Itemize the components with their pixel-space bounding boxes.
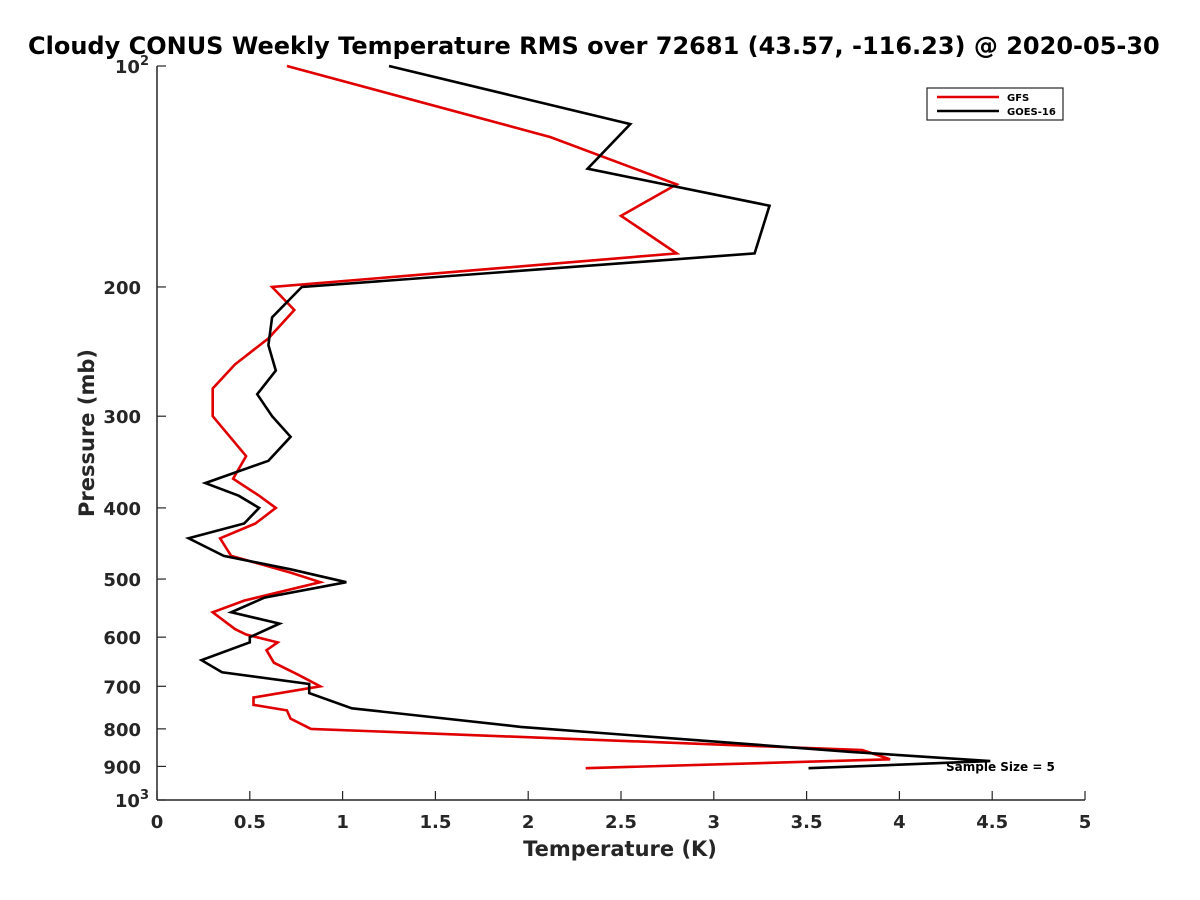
legend: GFS GOES-16 bbox=[926, 87, 1064, 121]
y-tick-base: 10 bbox=[115, 791, 140, 812]
y-tick-label: 500 bbox=[103, 570, 141, 591]
series-line-gfs bbox=[210, 64, 891, 770]
x-tick-label: 1.5 bbox=[419, 812, 451, 833]
legend-box bbox=[926, 87, 1064, 121]
x-tick-label: 4 bbox=[893, 812, 906, 833]
y-tick-exponent: 2 bbox=[140, 54, 149, 69]
x-tick-label: 4.5 bbox=[976, 812, 1008, 833]
x-tick-label: 1 bbox=[336, 812, 349, 833]
y-tick-label: 800 bbox=[103, 720, 141, 741]
y-tick-label: 300 bbox=[103, 407, 141, 428]
y-tick-label: 200 bbox=[103, 278, 141, 299]
chart-title: Cloudy CONUS Weekly Temperature RMS over… bbox=[28, 32, 1160, 60]
series-line-goes-16 bbox=[184, 64, 991, 770]
sample-size-annotation: Sample Size = 5 bbox=[946, 760, 1055, 774]
plot-axes: 0 0.5 1 1.5 2 2.5 3 3.5 4 4.5 51022003004005006007… bbox=[103, 54, 1091, 833]
y-tick-label: 400 bbox=[103, 499, 141, 520]
y-tick-label: 102 bbox=[115, 54, 149, 78]
x-axis-label: Temperature (K) bbox=[523, 837, 717, 861]
y-tick-label: 103 bbox=[115, 788, 149, 812]
x-tick-label: 3 bbox=[708, 812, 721, 833]
y-tick-label: 600 bbox=[103, 628, 141, 649]
y-tick-base: 10 bbox=[115, 57, 140, 78]
y-axis-label: Pressure (mb) bbox=[75, 349, 99, 517]
x-tick-label: 2.5 bbox=[605, 812, 637, 833]
legend-label: GFS bbox=[1007, 93, 1029, 104]
y-tick-exponent: 3 bbox=[140, 788, 149, 803]
y-tick-label: 700 bbox=[103, 677, 141, 698]
x-tick-label: 0 bbox=[151, 812, 164, 833]
x-tick-label: 3.5 bbox=[791, 812, 823, 833]
x-tick-label: 2 bbox=[522, 812, 535, 833]
x-tick-label: 5 bbox=[1079, 812, 1092, 833]
x-tick-label: 0.5 bbox=[234, 812, 266, 833]
plot-series bbox=[184, 64, 991, 770]
legend-label: GOES-16 bbox=[1007, 107, 1056, 118]
y-tick-label: 900 bbox=[103, 757, 141, 778]
